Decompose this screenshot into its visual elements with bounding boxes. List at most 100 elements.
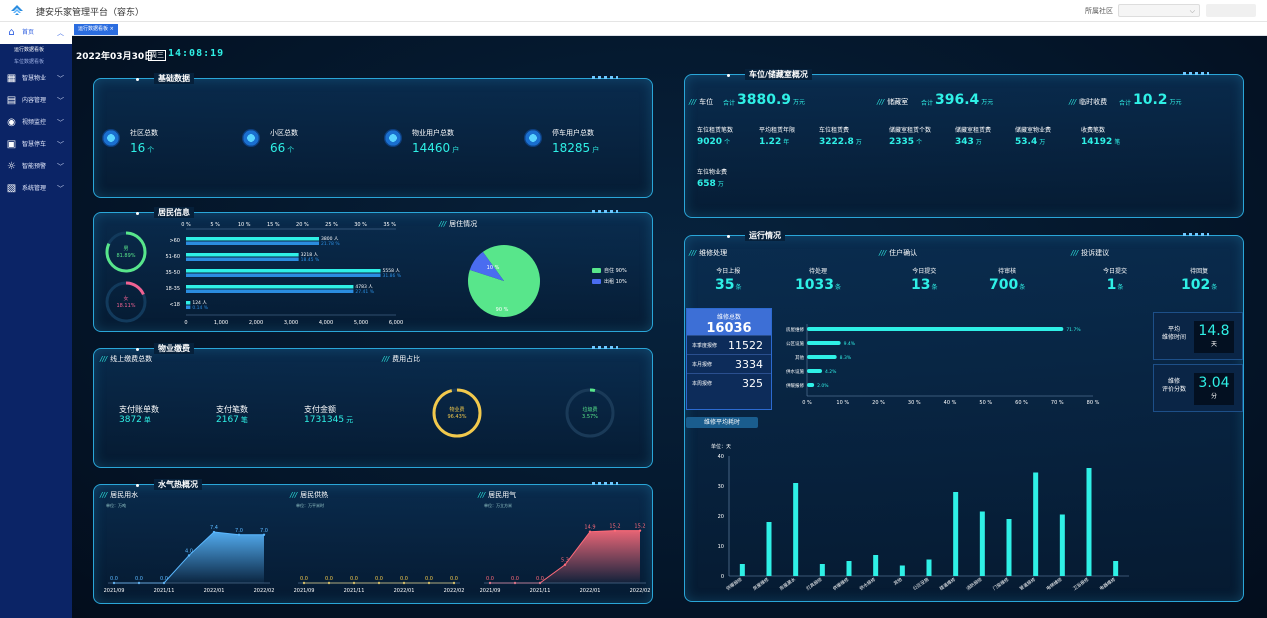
data-label: 7.0 (235, 528, 243, 534)
dots-decoration (592, 346, 618, 349)
community-label: 所属社区 (1085, 7, 1113, 15)
chevron-down-icon: ﹀ (57, 185, 64, 193)
x-tick-label: 供暖维修 (831, 576, 850, 592)
parking-stat: 平均租赁年限 1.22 年 (759, 127, 796, 147)
parking-stat: 储藏室租赁费 343 万 (955, 127, 992, 147)
clock: 14:08:19 (168, 48, 225, 59)
y-tick-label: 10 (718, 544, 724, 550)
x-tick-label: 2021/11 (154, 588, 175, 594)
chevron-down-icon: ﹀ (57, 119, 64, 127)
sidebar-item-home[interactable]: ⌂ 首页 ︿ (0, 22, 72, 44)
avg-time-tab[interactable]: 维修平均耗时 (686, 417, 758, 428)
legend-item: 自住 90% (592, 267, 627, 274)
avg-bar (953, 492, 959, 576)
age-bar-pct (186, 289, 354, 293)
data-label: 15.2 (609, 524, 620, 530)
y-tick-label: <18 (169, 302, 180, 308)
parking-stat: 储藏室租赁个数 2335 个 (889, 127, 932, 147)
avg-time-card: 平均 维修时间 14.8 天 (1153, 312, 1243, 360)
community-select[interactable]: ⌵ (1118, 4, 1200, 17)
age-bar (186, 269, 381, 273)
sidebar-subitem-parking-board[interactable]: 车位数据看板 (14, 59, 45, 65)
y-tick-label: 30 (718, 484, 724, 490)
stat-label: 支付笔数 (216, 405, 248, 414)
x-tick-label: 40 % (944, 400, 957, 406)
parking-panel: 车位/储藏室概况 车位 合计 3880.9万元 储藏室 合计 396.4万元 临… (684, 69, 1244, 218)
age-bar-pct (186, 273, 381, 277)
data-label: 4.0 (185, 548, 193, 554)
utility-panel: 水气热概况 居民用水 单位：万吨 居民供热 单位：万平米时 居民用气 单位：万立… (93, 479, 653, 604)
user-icon (384, 129, 402, 147)
user-menu[interactable] (1206, 4, 1256, 17)
y-tick-label: 房屋维修 (786, 326, 804, 333)
sidebar-item-content[interactable]: ▤ 内容管理 ﹀ (0, 90, 72, 112)
area-fill (490, 530, 640, 583)
building-icon: ▦ (6, 73, 17, 84)
op-stat: 待处理 1033条 (795, 268, 841, 293)
x-tick-label: 2,000 (249, 320, 263, 326)
data-label: 5.3 (561, 558, 569, 564)
x-tick-label: 其他 (892, 576, 904, 587)
sidebar-item-system[interactable]: ▧ 系统管理 ﹀ (0, 178, 72, 200)
data-label: 0.0 (350, 576, 358, 582)
sidebar-item-property[interactable]: ▦ 智慧物业 ﹀ (0, 68, 72, 90)
x-tick-label: 2022/01 (580, 588, 601, 594)
ring-pct: 3.57% (582, 414, 598, 420)
x-tick-label: 2022/02 (630, 588, 651, 594)
data-label: 0.0 (375, 576, 383, 582)
tab-run-board[interactable]: 运行数据看板 × (74, 24, 118, 35)
water-area-chart: 0.0 0.0 0.0 4.0 7.4 7.0 7.0 2021/09 2021/11 2022/… (104, 525, 274, 594)
x-tick-label: 1,000 (214, 320, 228, 326)
total-prefix: 合计 (921, 100, 934, 107)
x-tick-label: 2021/11 (530, 588, 551, 594)
car-icon: ▣ (6, 139, 17, 150)
gender-rings: 男 81.89% 女 18.11% (105, 231, 147, 323)
repair-row: 本月报修 3334 (687, 354, 771, 373)
data-label: 0.0 (160, 576, 168, 582)
data-label: 0.0 (110, 576, 118, 582)
sidebar-item-alarm[interactable]: ☼ 智能预警 ﹀ (0, 156, 72, 178)
temp-fee-head: 临时收费 (1069, 97, 1107, 107)
parking-stat: 车位租赁费 3222.8 万 (819, 127, 862, 147)
chevron-down-icon: ﹀ (57, 97, 64, 105)
avg-bar (899, 565, 905, 576)
x-tick-label: 公区设施 (911, 576, 930, 592)
sidebar-subitem-run-board[interactable]: 运行数据看板 (14, 47, 45, 53)
y-tick-label: 0 (721, 574, 724, 580)
age-bar-chart: 0 % 5 % 10 % 15 % 20 % 25 % 30 % 35 %>60 3800 人2… (165, 222, 403, 326)
type-bar (807, 383, 815, 387)
data-label: 0.0 (300, 576, 308, 582)
unit-label: 单位：万吨 (106, 503, 126, 508)
repair-total-title: 维修总数 (716, 314, 741, 321)
dots-decoration (1183, 233, 1209, 236)
x-tick-label: 2021/09 (294, 588, 314, 594)
avg-bar (1086, 468, 1092, 576)
x-tick-label: 管道报修 (1018, 576, 1037, 592)
bar-data-label: 4.2% (825, 369, 837, 375)
sidebar-item-video[interactable]: ◉ 视频监控 ﹀ (0, 112, 72, 134)
op-stat: 今日上报 35条 (715, 268, 742, 293)
y-tick-label: >60 (169, 238, 180, 244)
heat-area-chart: 0.0 0.0 0.0 0.0 0.0 0.0 0.0 2021/09 2021/11 2022/… (294, 576, 464, 594)
parking-stat: 储藏室物业费 53.4 万 (1015, 127, 1052, 147)
stat-label: 停车用户总数 (552, 129, 594, 137)
age-bar (186, 237, 319, 241)
panel-title: 物业缴费 (136, 343, 194, 354)
chevron-down-icon: ﹀ (57, 75, 64, 83)
repair-subtitle: 维修处理 (689, 248, 727, 258)
data-point (563, 563, 567, 566)
op-stat: 待回复 102条 (1181, 268, 1218, 293)
op-stat: 待审核 700条 (989, 268, 1026, 293)
legend-item: 出租 10% (592, 278, 627, 285)
dots-decoration (592, 210, 618, 213)
x2-tick-label: 10 % (238, 222, 251, 228)
data-label: 0.0 (400, 576, 408, 582)
data-point (613, 529, 617, 532)
type-bar (807, 341, 841, 345)
x2-tick-label: 20 % (296, 222, 309, 228)
sidebar-item-parking[interactable]: ▣ 智慧停车 ﹀ (0, 134, 72, 156)
bar-pct-label: 31.86 % (383, 273, 402, 279)
x-tick-label: 灯具报修 (805, 576, 824, 592)
confirm-subtitle: 住户确认 (879, 248, 917, 258)
